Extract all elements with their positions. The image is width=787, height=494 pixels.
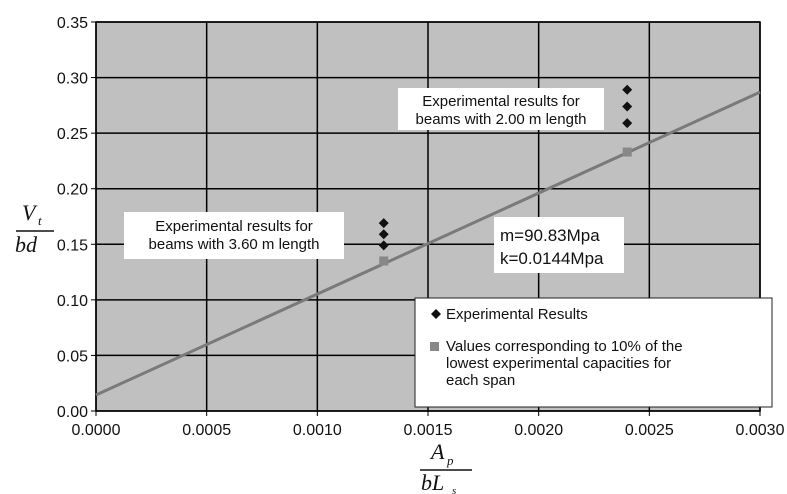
- legend-values-line-3: each span: [446, 372, 515, 389]
- y-tick-label: 0.20: [57, 182, 88, 199]
- annotation-2m-line-1: Experimental results for: [422, 93, 580, 110]
- x-axis-label: A p bL s: [420, 439, 472, 494]
- x-tick-label: 0.0000: [72, 422, 121, 439]
- x-tick-label: 0.0010: [293, 422, 342, 439]
- y-tick-labels: 0.00 0.05 0.10 0.15 0.20 0.25 0.30 0.35: [57, 15, 88, 421]
- x-label-numerator-sub: p: [446, 453, 454, 468]
- diamond-marker: [622, 118, 633, 129]
- annotation-fit-params: m=90.83Mpa k=0.0144Mpa: [494, 217, 624, 273]
- x-label-numerator: A: [429, 439, 445, 464]
- y-axis-label: V t bd: [15, 200, 54, 257]
- y-tick-label: 0.00: [57, 404, 88, 421]
- annotation-3m60-line-2: beams with 3.60 m length: [149, 236, 320, 253]
- diamond-marker: [378, 229, 389, 240]
- y-tick-label: 0.05: [57, 348, 88, 365]
- x-tick-labels: 0.0000 0.0005 0.0010 0.0015 0.0020 0.0025 0.00…: [72, 422, 785, 439]
- regression-line: [95, 90, 761, 397]
- diamond-marker: [622, 84, 633, 95]
- y-tick-label: 0.30: [57, 71, 88, 88]
- annotation-m-value: m=90.83Mpa: [500, 226, 600, 245]
- annotation-3m60: Experimental results for beams with 3.60…: [124, 212, 344, 259]
- y-label-denominator: bd: [15, 232, 38, 257]
- legend-experimental-label: Experimental Results: [446, 306, 588, 323]
- x-tick-label: 0.0005: [182, 422, 231, 439]
- legend: Experimental Results Values correspondin…: [414, 297, 773, 408]
- diamond-marker: [378, 240, 389, 251]
- y-label-numerator: V: [22, 200, 38, 225]
- x-tick-label: 0.0025: [625, 422, 674, 439]
- x-tick-label: 0.0030: [736, 422, 785, 439]
- x-tick-label: 0.0020: [514, 422, 563, 439]
- plot-border: [95, 21, 761, 412]
- x-label-denominator: bL: [421, 470, 444, 494]
- fit-line: [95, 90, 761, 397]
- y-tick-label: 0.35: [57, 15, 88, 32]
- square-marker: [379, 256, 389, 266]
- square-marker: [622, 147, 632, 157]
- annotation-2m-line-2: beams with 2.00 m length: [416, 111, 587, 128]
- annotation-2m: Experimental results for beams with 2.00…: [398, 88, 604, 130]
- legend-values-line-2: lowest experimental capacities for: [446, 355, 671, 372]
- y-tick-label: 0.10: [57, 293, 88, 310]
- x-label-denominator-sub: s: [452, 485, 456, 494]
- x-tick-label: 0.0015: [404, 422, 453, 439]
- y-tick-label: 0.15: [57, 237, 88, 254]
- diamond-marker: [622, 101, 633, 112]
- y-tick-label: 0.25: [57, 126, 88, 143]
- y-label-numerator-sub: t: [38, 213, 42, 228]
- legend-square-icon: [430, 342, 439, 351]
- data-markers: [378, 84, 633, 266]
- legend-diamond-icon: [431, 309, 441, 319]
- annotation-3m60-line-1: Experimental results for: [155, 218, 313, 235]
- annotation-k-value: k=0.0144Mpa: [500, 249, 604, 268]
- legend-values-line-1: Values corresponding to 10% of the: [446, 338, 683, 355]
- diamond-marker: [378, 218, 389, 229]
